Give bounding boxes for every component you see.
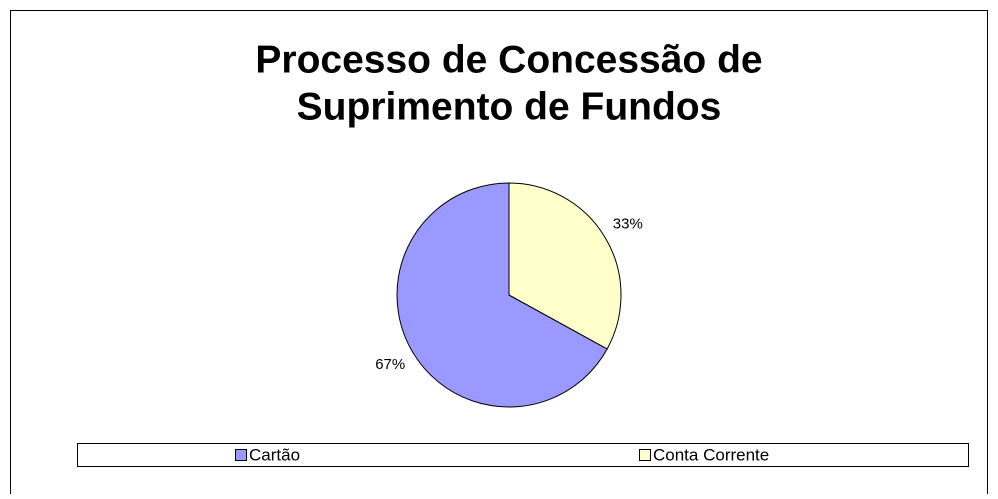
legend-box — [77, 443, 969, 467]
data-label: 33% — [613, 216, 643, 233]
legend-swatch — [235, 449, 247, 461]
pie-slice — [396, 182, 608, 408]
chart-title: Suprimento de Fundos — [297, 85, 722, 128]
legend-label: Cartão — [249, 445, 300, 464]
chart-title: Processo de Concessão de — [255, 38, 762, 81]
legend-swatch — [639, 449, 651, 461]
pie-slice — [508, 182, 622, 350]
data-label: 67% — [375, 356, 405, 373]
legend-label: Conta Corrente — [653, 445, 769, 464]
